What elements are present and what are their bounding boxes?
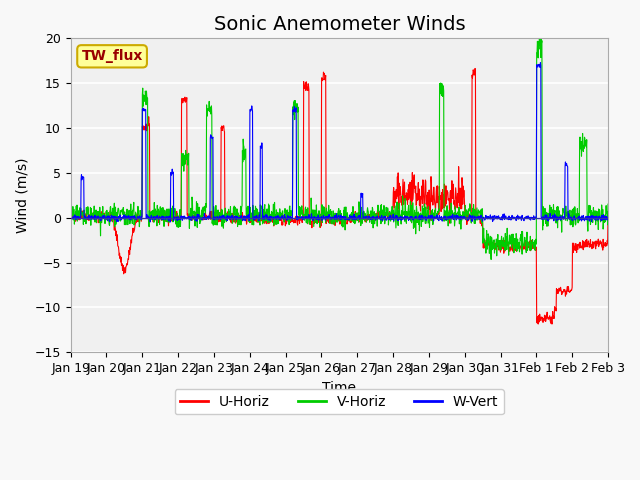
V-Horiz bbox=[422, 216, 430, 222]
W-Vert bbox=[247, 108, 255, 114]
V-Horiz bbox=[173, 224, 181, 229]
X-axis label: Time: Time bbox=[323, 381, 356, 395]
Title: Sonic Anemometer Winds: Sonic Anemometer Winds bbox=[214, 15, 465, 34]
W-Vert bbox=[67, 216, 74, 221]
U-Horiz bbox=[246, 218, 254, 224]
V-Horiz bbox=[536, 36, 543, 41]
V-Horiz bbox=[541, 205, 548, 211]
V-Horiz bbox=[487, 257, 495, 263]
W-Vert bbox=[173, 217, 181, 223]
V-Horiz bbox=[246, 204, 254, 210]
U-Horiz bbox=[422, 200, 430, 205]
U-Horiz bbox=[604, 213, 612, 219]
Text: TW_flux: TW_flux bbox=[81, 49, 143, 63]
U-Horiz bbox=[186, 214, 194, 220]
Y-axis label: Wind (m/s): Wind (m/s) bbox=[15, 157, 29, 233]
V-Horiz bbox=[604, 201, 612, 207]
V-Horiz bbox=[493, 240, 501, 246]
W-Vert bbox=[604, 215, 612, 220]
Line: U-Horiz: U-Horiz bbox=[70, 69, 608, 324]
V-Horiz bbox=[186, 216, 194, 221]
W-Vert bbox=[166, 219, 174, 225]
U-Horiz bbox=[173, 219, 181, 225]
W-Vert bbox=[187, 214, 195, 220]
Line: V-Horiz: V-Horiz bbox=[70, 38, 608, 260]
Legend: U-Horiz, V-Horiz, W-Vert: U-Horiz, V-Horiz, W-Vert bbox=[175, 389, 504, 414]
U-Horiz bbox=[541, 312, 548, 318]
W-Vert bbox=[536, 60, 544, 66]
V-Horiz bbox=[67, 214, 74, 219]
U-Horiz bbox=[548, 321, 556, 327]
U-Horiz bbox=[471, 66, 479, 72]
W-Vert bbox=[493, 216, 501, 222]
W-Vert bbox=[541, 214, 548, 220]
W-Vert bbox=[423, 215, 431, 220]
U-Horiz bbox=[67, 212, 74, 218]
Line: W-Vert: W-Vert bbox=[70, 63, 608, 222]
U-Horiz bbox=[493, 244, 501, 250]
